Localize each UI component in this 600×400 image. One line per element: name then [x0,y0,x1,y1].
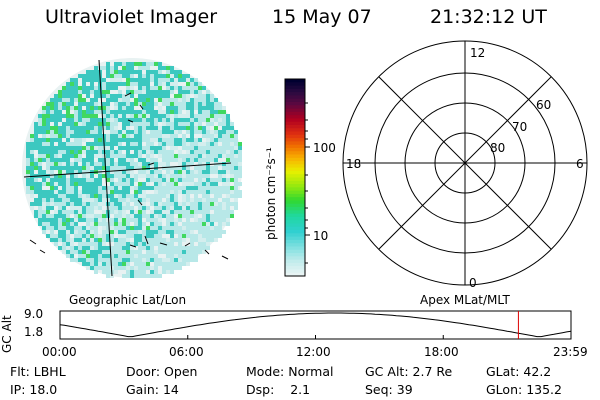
info-gcalt: GC Alt: 2.7 Re [365,364,453,379]
altitude-axis-label: GC Alt [0,315,14,353]
polar-plot [342,40,588,286]
time-tick-1800: 18:00 [424,345,459,359]
info-ip: IP: 18.0 [10,382,58,397]
colorbar-ticks [284,78,310,277]
glat-value: 42.2 [523,364,552,379]
mode-value: Normal [288,364,334,379]
time-axis-ticks [59,335,572,339]
mlat-label-70: 70 [512,120,528,134]
time-tick-0600: 06:00 [169,345,204,359]
colorbar-tick-10: 10 [313,229,329,243]
geographic-grid [23,59,232,277]
info-flt: Flt: LBHL [10,364,66,379]
header-date: 15 May 07 [272,6,372,28]
mlt-label-6: 6 [576,157,584,171]
seq-value: 39 [396,382,413,397]
info-mode: Mode: Normal [246,364,334,379]
altitude-curve [59,312,572,338]
mlt-label-18: 18 [346,157,362,171]
mlt-label-12: 12 [470,46,486,60]
apex-label: Apex MLat/MLT [420,293,510,307]
mlat-label-60: 60 [536,98,552,112]
ip-value: 18.0 [29,382,58,397]
time-tick-2359: 23:59 [553,345,588,359]
time-tick-0000: 00:00 [42,345,77,359]
info-glon: GLon: 135.2 [486,382,562,397]
mlat-label-80: 80 [490,141,506,155]
info-dsp: Dsp: 2.1 [246,382,311,397]
colorbar-unit-label: photon cm⁻²s⁻¹ [264,147,278,240]
time-tick-1200: 12:00 [296,345,331,359]
uv-image-disk [22,58,242,278]
geographic-label: Geographic Lat/Lon [69,293,187,307]
gcalt-value: 2.7 Re [412,364,453,379]
colorbar [285,79,305,277]
door-value: Open [164,364,198,379]
altitude-tick-9: 9.0 [24,307,44,321]
gain-value: 14 [162,382,179,397]
altitude-plot [59,310,572,340]
info-seq: Seq: 39 [365,382,413,397]
app-title: Ultraviolet Imager [45,6,218,28]
glon-value: 135.2 [526,382,562,397]
colorbar-tick-100: 100 [313,141,336,155]
mlt-label-0: 0 [469,276,477,290]
info-glat: GLat: 42.2 [486,364,552,379]
flt-value: LBHL [33,364,66,379]
info-gain: Gain: 14 [126,382,179,397]
dsp-value: 2.1 [290,382,311,397]
info-door: Door: Open [126,364,198,379]
altitude-tick-1-8: 1.8 [24,325,44,339]
header-time: 21:32:12 UT [430,6,547,28]
